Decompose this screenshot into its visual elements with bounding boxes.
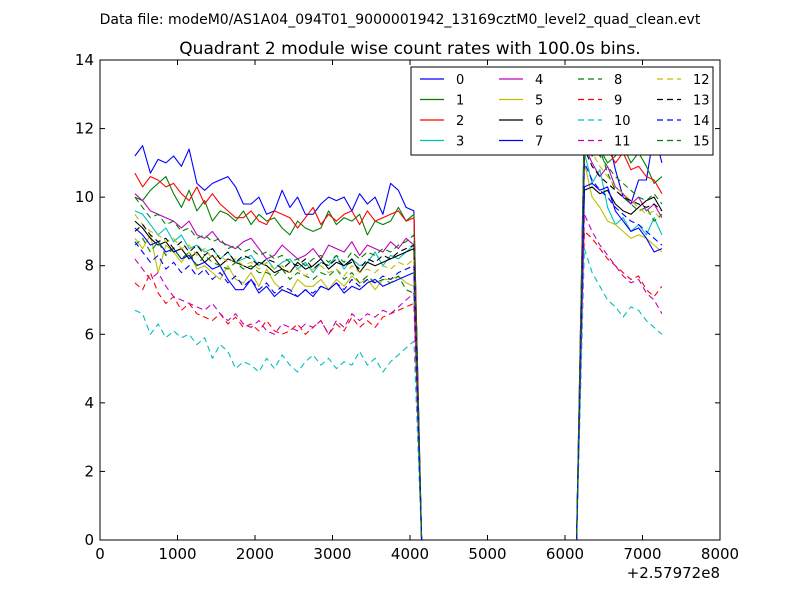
legend-label-14: 14: [693, 114, 710, 129]
y-tick-label: 10: [75, 188, 94, 206]
x-tick-label: 6000: [546, 545, 584, 563]
series-line-12: [134, 131, 663, 541]
series-line-3: [134, 152, 663, 541]
legend-entry-11: 11: [578, 135, 631, 150]
x-tick-label: 1000: [158, 545, 196, 563]
series-line-13: [134, 148, 663, 541]
x-tick-label: 3000: [313, 545, 351, 563]
legend-entry-2: 2: [420, 114, 464, 129]
legend-entry-1: 1: [420, 94, 464, 109]
legend-entry-7: 7: [499, 135, 543, 150]
legend-label-0: 0: [456, 73, 464, 88]
x-tick-label: 5000: [468, 545, 506, 563]
legend-label-9: 9: [614, 94, 622, 109]
series-line-11: [134, 213, 663, 541]
x-tick-label: 7000: [623, 545, 661, 563]
legend-label-10: 10: [614, 114, 631, 129]
legend-entry-14: 14: [657, 114, 710, 129]
x-tick-label: 2000: [236, 545, 274, 563]
y-tick-label: 4: [84, 394, 94, 412]
legend-label-11: 11: [614, 135, 631, 150]
legend-label-4: 4: [535, 73, 543, 88]
series-line-10: [134, 248, 663, 541]
chart-title: Quadrant 2 module wise count rates with …: [179, 39, 640, 59]
legend-label-1: 1: [456, 94, 464, 109]
legend-label-8: 8: [614, 73, 622, 88]
legend-entry-13: 13: [657, 94, 710, 109]
legend-entry-5: 5: [499, 94, 543, 109]
series-line-14: [134, 162, 663, 541]
y-tick-label: 14: [75, 51, 94, 69]
legend-label-6: 6: [535, 114, 543, 129]
legend-entry-10: 10: [578, 114, 631, 129]
legend-label-3: 3: [456, 135, 464, 150]
series-line-4: [134, 145, 663, 541]
x-tick-label: 0: [95, 545, 105, 563]
legend-entry-4: 4: [499, 73, 543, 88]
x-tick-label: 8000: [701, 545, 739, 563]
legend-entry-6: 6: [499, 114, 543, 129]
series-line-9: [134, 230, 663, 541]
x-tick-label: 4000: [391, 545, 429, 563]
legend-entry-9: 9: [578, 94, 622, 109]
series-line-15: [134, 124, 663, 541]
legend-label-13: 13: [693, 94, 710, 109]
y-tick-label: 2: [84, 462, 94, 480]
y-tick-label: 8: [84, 257, 94, 275]
legend-label-5: 5: [535, 94, 543, 109]
legend-entry-0: 0: [420, 73, 464, 88]
legend-label-7: 7: [535, 135, 543, 150]
legend-entry-8: 8: [578, 73, 622, 88]
series-layer: [134, 110, 663, 541]
data-file-caption: Data file: modeM0/AS1A04_094T01_90000019…: [100, 12, 701, 28]
legend-label-12: 12: [693, 73, 710, 88]
axes-layer: 0 1000 2000 3000 4000 5000 6000 7000 80000246810…: [75, 51, 739, 563]
y-tick-label: 6: [84, 325, 94, 343]
series-line-6: [134, 186, 663, 541]
legend-entry-3: 3: [420, 135, 464, 150]
legend-label-2: 2: [456, 114, 464, 129]
legend-entry-12: 12: [657, 73, 710, 88]
y-tick-label: 0: [84, 531, 94, 549]
y-tick-label: 12: [75, 120, 94, 138]
legend-label-15: 15: [693, 135, 710, 150]
legend-entry-15: 15: [657, 135, 710, 150]
x-offset-label: +2.57972e8: [627, 564, 720, 582]
